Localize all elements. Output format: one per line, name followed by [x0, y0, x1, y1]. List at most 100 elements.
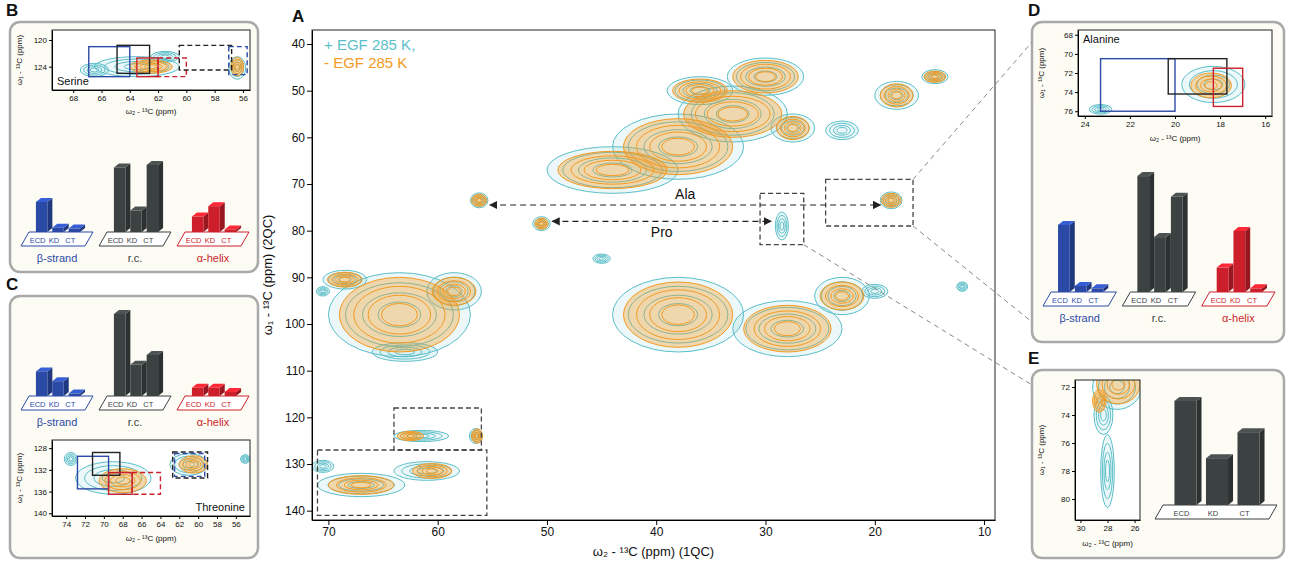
contour-level	[135, 62, 167, 72]
contour-level	[105, 472, 141, 490]
x-tick-label: 66	[98, 94, 107, 103]
contour-level	[1102, 443, 1112, 498]
y-tick-mark	[49, 40, 52, 41]
y-tick-mark	[1072, 443, 1075, 444]
contour-series	[1093, 380, 1140, 507]
contour-level	[473, 431, 481, 442]
x-tick-mark	[85, 516, 86, 519]
x-tick-mark	[1220, 116, 1221, 119]
x-tick-mark	[236, 516, 237, 519]
bar-category-label: ECD	[186, 236, 202, 245]
x-tick: 30	[1076, 520, 1085, 533]
contour-level	[183, 458, 204, 471]
bar	[1154, 237, 1166, 292]
bar-category-label: CT	[65, 236, 75, 245]
bar-category-label: CT	[1240, 509, 1250, 518]
contour-level	[886, 197, 896, 204]
plot-background	[52, 440, 250, 516]
inset-frame	[10, 296, 258, 558]
x-tick-label: 56	[239, 94, 248, 103]
bar	[208, 388, 219, 396]
x-tick: 60	[194, 516, 203, 529]
contour-level	[336, 276, 354, 284]
bar-category-label: CT	[1168, 296, 1178, 305]
x-tick: 22	[1126, 116, 1135, 129]
x-tick-label: 62	[175, 520, 184, 529]
bar-top	[208, 384, 224, 388]
annotation-arrow	[552, 221, 771, 222]
bar	[1233, 231, 1245, 292]
bar-category-label: KD	[49, 400, 60, 409]
contour-peak	[470, 193, 487, 208]
bar-side	[125, 164, 130, 233]
bar-side	[1228, 264, 1233, 292]
y-axis: 405060708090100110120130140	[285, 31, 313, 521]
bar-top	[1075, 282, 1092, 286]
x-tick-mark	[102, 90, 103, 93]
bar-side	[158, 351, 163, 396]
bar-top	[1058, 221, 1075, 225]
panel-letter: D	[1028, 1, 1040, 20]
contour-peak	[1101, 435, 1115, 508]
contour-peak	[826, 121, 859, 140]
x-tick-label: 30	[759, 525, 773, 539]
bar-side	[142, 207, 147, 233]
contour-level	[927, 72, 944, 81]
bar-category-label: ECD	[186, 400, 202, 409]
bar-side	[220, 202, 225, 232]
y-tick-mark	[307, 44, 312, 45]
bar-side	[1149, 172, 1154, 292]
contour-level	[320, 465, 327, 469]
contour-level	[888, 198, 894, 202]
contour-level	[426, 469, 438, 473]
x-axis-title: ω₂ - ¹³C (ppm)	[1150, 134, 1201, 143]
bar-group-label: β-strand	[37, 416, 78, 428]
contour-level	[318, 288, 328, 295]
y-tick-mark	[49, 67, 52, 68]
contour-level	[961, 285, 964, 288]
contour-level	[584, 160, 641, 179]
contour-level	[189, 462, 197, 467]
contour-level	[741, 64, 791, 89]
y-axis-title: ω₁ - ¹³C (ppm) (2QC)	[260, 215, 275, 336]
x-tick-mark	[104, 516, 105, 519]
bar-top	[1233, 227, 1250, 231]
connector-line	[913, 226, 1032, 322]
x-tick: 60	[182, 90, 191, 103]
bar-top	[225, 388, 241, 392]
y-tick: 70	[1064, 50, 1078, 59]
contour-level	[477, 199, 482, 203]
bar-floor	[1043, 292, 1116, 306]
bar-area	[36, 161, 241, 232]
x-tick-mark	[1080, 520, 1081, 523]
y-tick-label: 76	[1064, 107, 1073, 116]
x-tick-label: 74	[62, 520, 71, 529]
bar	[1058, 225, 1070, 292]
y-tick-mark	[1072, 499, 1075, 500]
legend-entry: + EGF 285 K,	[324, 36, 415, 53]
y-tick-label: 130	[285, 457, 305, 471]
y-tick-mark	[1075, 54, 1078, 55]
x-tick-mark	[243, 90, 244, 93]
contour-peak	[413, 464, 452, 479]
contour-peak	[1093, 390, 1107, 412]
contour-peak	[170, 454, 208, 476]
contour-level	[892, 92, 902, 99]
bar-category-label: CT	[143, 400, 153, 409]
bar-side	[47, 367, 52, 396]
panel-letter: C	[6, 275, 18, 294]
x-tick-mark	[1130, 116, 1131, 119]
contour-level	[84, 65, 105, 75]
plot-frame	[52, 440, 250, 516]
bar-category-label: KD	[1071, 296, 1082, 305]
contour-peak	[924, 71, 946, 82]
contour-peak	[593, 254, 610, 263]
inset-frame	[1032, 22, 1284, 342]
bar-top	[1092, 284, 1109, 288]
bar-side	[125, 310, 130, 396]
y-tick-label: 70	[1064, 50, 1073, 59]
contour-level	[833, 125, 850, 135]
bar-side	[1260, 428, 1265, 505]
contour-level	[244, 458, 247, 461]
bar-floor	[21, 232, 93, 246]
